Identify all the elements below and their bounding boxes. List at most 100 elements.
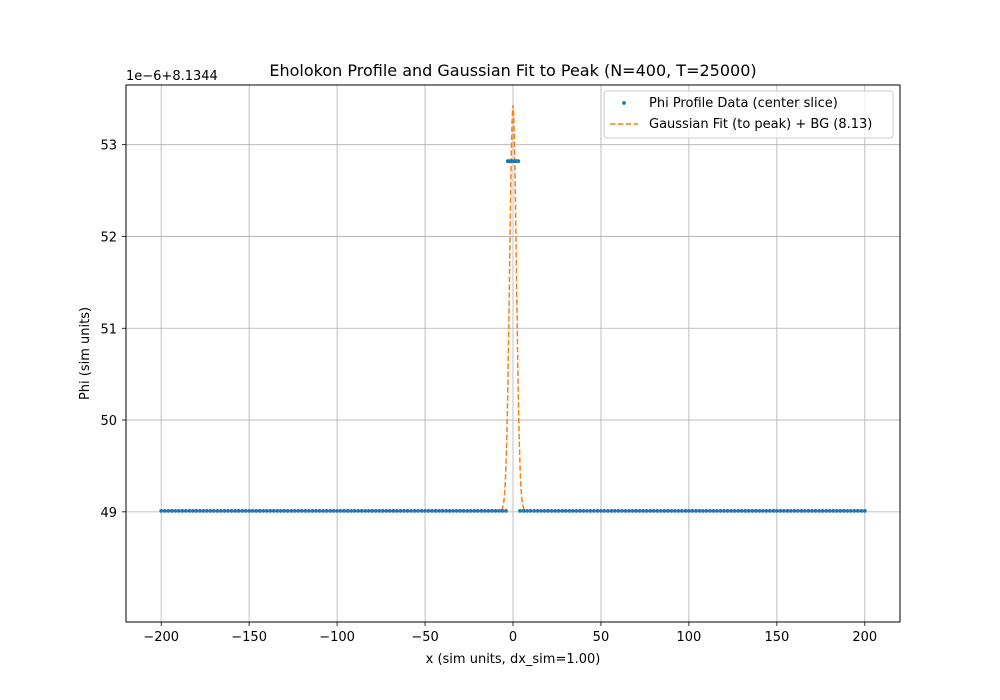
data-point [314,509,318,513]
data-point [479,509,484,513]
data-point [665,509,670,513]
data-point [782,509,786,513]
x-tick-label: 50 [593,630,610,645]
data-point [855,509,860,513]
data-point [229,509,234,513]
data-point [841,509,846,513]
ticks: −200 −150 −100 −50 0 50 100 150 200 49 50 51 52 53 [100,139,877,645]
data-point [433,509,438,513]
data-point [690,509,695,513]
data-point [402,509,406,513]
data-point [205,509,209,513]
plot-data [159,105,867,513]
data-point [595,509,600,513]
data-point [697,509,702,513]
data-point [778,509,783,513]
data-point [201,509,206,513]
data-point [169,509,174,513]
data-point [687,509,691,513]
data-point [458,509,463,513]
data-point [303,509,308,513]
data-point [300,509,304,513]
data-point [521,509,526,513]
x-tick-label: 150 [764,630,789,645]
data-point [472,509,477,513]
y-tick-label: 50 [100,414,117,429]
data-point [764,509,769,513]
data-point [516,159,521,164]
data-point [324,509,329,513]
legend-label-gaussian-fit: Gaussian Fit (to peak) + BG (8.13) [649,117,872,132]
data-point [616,509,621,513]
x-tick-label: −50 [411,630,438,645]
data-point [662,509,667,513]
data-point [451,509,456,513]
data-point [437,509,442,513]
data-point [183,509,188,513]
data-point [197,509,202,513]
data-point [409,509,413,513]
data-point [729,509,734,513]
data-point [162,509,167,513]
data-point [275,509,280,513]
data-point [711,509,716,513]
data-point [630,509,635,513]
data-point [584,509,589,513]
data-point [282,509,287,513]
data-point [760,509,765,513]
data-point [718,509,723,513]
data-point [567,509,572,513]
data-point [271,509,276,513]
data-point [651,509,656,513]
data-point [190,509,195,513]
legend-label-phi-profile: Phi Profile Data (center slice) [649,96,838,111]
data-point [613,509,617,513]
x-tick-label: 100 [676,630,701,645]
data-point [212,509,216,513]
x-tick-label: −100 [319,630,355,645]
data-point [419,509,424,513]
data-point [820,509,825,513]
data-point [504,509,508,513]
data-point [254,509,259,513]
data-point [796,509,800,513]
data-point [194,509,199,513]
data-point [208,509,213,513]
data-point [658,509,663,513]
data-point [838,509,843,513]
data-point [602,509,607,513]
data-point [620,509,624,513]
data-point [166,509,171,513]
data-point [799,509,804,513]
data-point [233,509,237,513]
chart-title: Eholokon Profile and Gaussian Fit to Pea… [269,61,756,80]
data-point [493,509,498,513]
y-tick-label: 53 [100,139,117,154]
data-point [454,509,459,513]
data-point [848,509,853,513]
data-point [606,509,610,513]
series-line-gaussian-fit [161,105,865,512]
data-point [292,509,297,513]
data-point [577,509,582,513]
data-point [532,509,537,513]
legend: Phi Profile Data (center slice) Gaussian … [603,90,894,139]
data-point [373,509,378,513]
y-tick-label: 49 [100,506,117,521]
data-point [222,509,227,513]
data-point [592,509,596,513]
data-point [412,509,417,513]
data-point [743,509,748,513]
data-point [518,509,522,513]
data-point [669,509,674,513]
legend-box [603,90,894,139]
data-point [831,509,836,513]
data-point [180,509,185,513]
data-point [609,509,614,513]
data-point [307,509,311,513]
legend-marker-phi-profile [622,101,626,105]
data-point [750,509,755,513]
data-point [722,509,726,513]
data-point [257,509,262,513]
data-point [792,509,797,513]
